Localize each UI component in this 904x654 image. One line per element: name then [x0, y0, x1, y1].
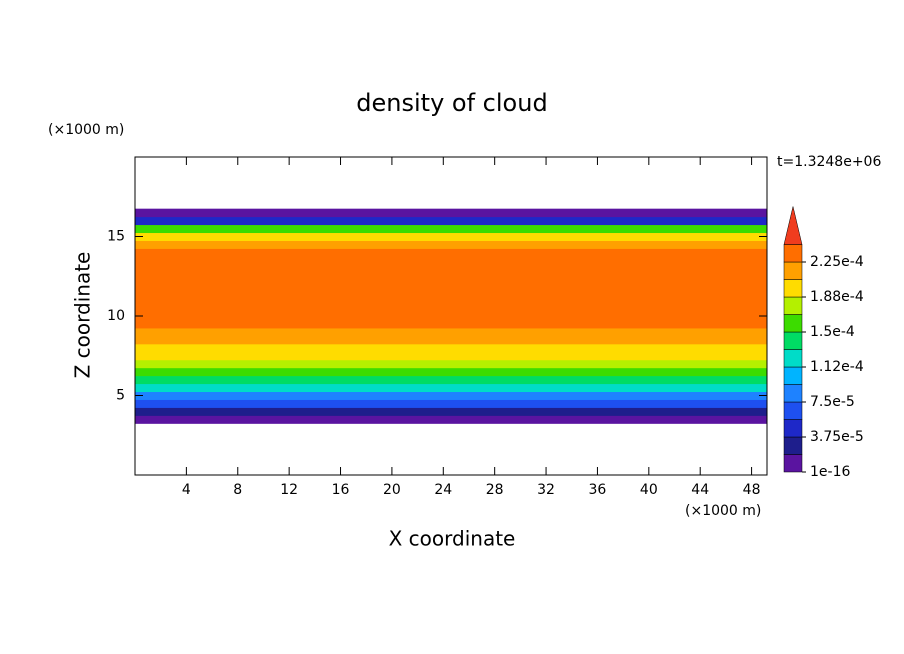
contour-band: [135, 319, 767, 329]
contour-band: [135, 343, 767, 353]
contour-band: [135, 232, 767, 241]
colorbar-tick-label: 1.5e-4: [810, 324, 855, 340]
colorbar-band: [783, 419, 803, 438]
y-tick-label: 10: [107, 308, 125, 324]
x-axis-label: X coordinate: [389, 527, 516, 551]
colorbar-band: [783, 296, 803, 315]
time-annotation: t=1.3248e+06: [777, 154, 881, 170]
colorbar-tick-label: 3.75e-5: [810, 429, 864, 445]
colorbar-band: [783, 261, 803, 280]
x-tick-label: 24: [434, 482, 452, 498]
x-tick-label: 16: [332, 482, 350, 498]
y-tick-label: 5: [116, 388, 125, 404]
contour-band: [135, 383, 767, 393]
colorbar-band: [783, 314, 803, 333]
chart-title: density of cloud: [356, 89, 547, 117]
contour-band: [135, 304, 767, 313]
contour-band: [135, 312, 767, 321]
contour-band: [135, 391, 767, 400]
colorbar-tick-label: 1.88e-4: [810, 289, 864, 305]
x-tick-label: 4: [182, 482, 191, 498]
contour-band: [135, 240, 767, 249]
contour-band: [135, 224, 767, 234]
x-tick-label: 28: [486, 482, 504, 498]
contour-band: [135, 280, 767, 289]
contour-band: [135, 272, 767, 281]
contour-band: [135, 375, 767, 385]
contour-band: [135, 399, 767, 408]
contour-band: [135, 264, 767, 273]
colorbar-band: [783, 454, 803, 473]
x-tick-label: 32: [537, 482, 555, 498]
y-tick-label: 15: [107, 229, 125, 245]
colorbar-band: [783, 349, 803, 368]
colorbar-extension: [783, 206, 803, 245]
contour-band: [135, 296, 767, 305]
x-tick-label: 12: [280, 482, 298, 498]
contour-band: [135, 327, 767, 337]
x-tick-label: 8: [233, 482, 242, 498]
colorbar-tick-label: 2.25e-4: [810, 254, 864, 270]
colorbar-tick-label: 1e-16: [810, 464, 850, 480]
contour-band: [135, 335, 767, 345]
x-tick-label: 48: [743, 482, 761, 498]
x-unit: (×1000 m): [685, 503, 761, 519]
x-tick-label: 36: [589, 482, 607, 498]
contour-band: [135, 256, 767, 265]
colorbar-tick-label: 1.12e-4: [810, 359, 864, 375]
colorbar-band: [783, 436, 803, 455]
colorbar-band: [783, 331, 803, 350]
contour-band: [135, 359, 767, 369]
y-axis-label: Z coordinate: [71, 252, 95, 379]
x-tick-label: 40: [640, 482, 658, 498]
y-unit: (×1000 m): [48, 122, 124, 138]
colorbar-band: [783, 384, 803, 403]
x-tick-label: 44: [691, 482, 709, 498]
contour-band: [135, 208, 767, 218]
colorbar-band: [783, 279, 803, 298]
contour-band: [135, 216, 767, 226]
contour-band: [135, 367, 767, 377]
x-tick-label: 20: [383, 482, 401, 498]
contour-band: [135, 288, 767, 297]
contour-band: [135, 351, 767, 361]
colorbar-band: [783, 401, 803, 420]
contour-band: [135, 415, 767, 424]
contour-band: [135, 407, 767, 416]
contour-band: [135, 248, 767, 257]
colorbar-tick-label: 7.5e-5: [810, 394, 855, 410]
colorbar-band: [783, 366, 803, 385]
colorbar-band: [783, 244, 803, 263]
